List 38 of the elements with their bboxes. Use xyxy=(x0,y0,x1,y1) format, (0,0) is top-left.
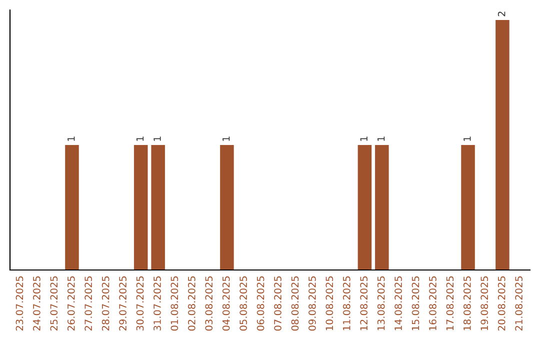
x-tick-label: 15.08.2025 xyxy=(412,276,420,330)
x-tick-label: 27.07.2025 xyxy=(84,276,92,331)
x-tick-label: 11.08.2025 xyxy=(342,276,350,330)
x-tick-label: 29.07.2025 xyxy=(119,276,126,331)
x-tick-label: 26.07.2025 xyxy=(67,276,75,331)
x-tick-label: 17.08.2025 xyxy=(446,276,454,330)
x-tick-label: 24.07.2025 xyxy=(33,276,40,331)
x-tick-label: 13.08.2025 xyxy=(377,276,385,330)
x-tick-label: 02.08.2025 xyxy=(188,276,196,331)
data-label: 1 xyxy=(360,136,368,141)
data-label: 1 xyxy=(464,136,471,141)
data-label: 1 xyxy=(378,136,385,141)
x-tick-label: 19.08.2025 xyxy=(480,276,488,330)
x-tick-label: 07.08.2025 xyxy=(274,276,282,331)
x-tick-label: 23.07.2025 xyxy=(16,276,24,331)
x-tick-label: 12.08.2025 xyxy=(360,276,368,330)
data-label: 1 xyxy=(68,136,75,141)
x-tick-label: 10.08.2025 xyxy=(326,276,334,330)
x-tick-label: 25.07.2025 xyxy=(50,276,58,331)
data-label: 1 xyxy=(136,136,144,141)
x-tick-label: 21.08.2025 xyxy=(515,276,522,331)
x-tick-label: 04.08.2025 xyxy=(222,276,230,331)
x-tick-label: 28.07.2025 xyxy=(102,276,110,331)
x-tick-label: 18.08.2025 xyxy=(463,276,471,330)
x-tick-label: 31.07.2025 xyxy=(154,276,161,330)
x-tick-label: 01.08.2025 xyxy=(170,276,178,331)
x-tick-label: 14.08.2025 xyxy=(394,276,402,330)
x-tick-label: 05.08.2025 xyxy=(240,276,247,331)
x-tick-label: 03.08.2025 xyxy=(205,276,213,331)
x-tick-label: 16.08.2025 xyxy=(429,276,436,330)
data-label: 1 xyxy=(154,136,161,141)
data-label: 2 xyxy=(498,12,506,16)
x-tick-label: 30.07.2025 xyxy=(136,276,144,330)
x-tick-label: 09.08.2025 xyxy=(308,276,316,331)
x-tick-label: 08.08.2025 xyxy=(291,276,299,331)
x-tick-label: 20.08.2025 xyxy=(498,276,506,331)
x-tick-label: 06.08.2025 xyxy=(256,276,264,331)
data-label: 1 xyxy=(222,136,230,141)
